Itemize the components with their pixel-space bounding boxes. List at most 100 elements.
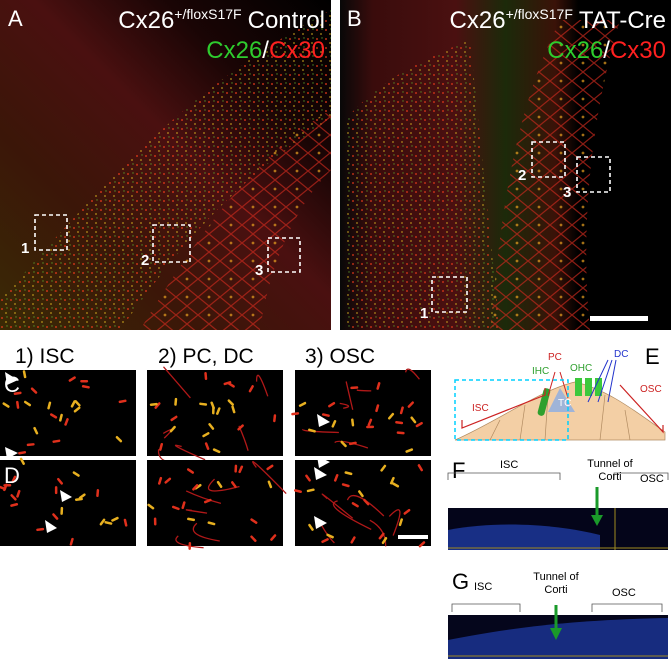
panel-label: A bbox=[8, 6, 23, 31]
plaque bbox=[181, 501, 186, 510]
row-label: D bbox=[4, 463, 20, 488]
plaque bbox=[344, 471, 353, 476]
region-box bbox=[34, 214, 68, 251]
plaque bbox=[69, 537, 74, 546]
plaque bbox=[341, 483, 350, 488]
tissue bbox=[345, 40, 500, 330]
plaque bbox=[10, 494, 17, 501]
plaque bbox=[3, 484, 12, 487]
tissue bbox=[490, 20, 620, 330]
label: ISC bbox=[472, 403, 489, 414]
plaque bbox=[11, 475, 17, 484]
plaque bbox=[366, 425, 375, 429]
label: IHC bbox=[532, 366, 549, 377]
plaque bbox=[248, 385, 254, 393]
plaque bbox=[153, 517, 157, 526]
plaque bbox=[350, 386, 359, 390]
label: TC bbox=[558, 398, 571, 409]
plaque bbox=[405, 448, 414, 453]
cell-outline bbox=[339, 402, 350, 409]
label: OSC bbox=[612, 587, 636, 599]
plaque bbox=[351, 502, 359, 508]
plaque bbox=[391, 482, 400, 488]
micrograph bbox=[0, 370, 136, 456]
plaque bbox=[60, 506, 64, 515]
plaque bbox=[389, 476, 395, 485]
plaque bbox=[171, 505, 180, 511]
label: OSC bbox=[640, 384, 662, 395]
label: ISC bbox=[500, 459, 518, 471]
panel-f: F ISC Tunnel of Corti OSC bbox=[447, 458, 669, 550]
label: Tunnel of Corti bbox=[533, 571, 579, 596]
plaque bbox=[169, 425, 176, 433]
plaque bbox=[18, 451, 27, 455]
plaque bbox=[33, 426, 39, 435]
cell-outline bbox=[163, 366, 191, 399]
column-header: 1) ISC bbox=[15, 345, 75, 368]
plaque bbox=[10, 502, 19, 507]
plaque bbox=[104, 521, 113, 525]
plaque bbox=[159, 442, 164, 451]
plaque bbox=[64, 418, 69, 426]
superscript: +/floxS17F bbox=[174, 6, 241, 22]
region-box bbox=[431, 276, 468, 313]
panel-title: Cx26+/floxS17F TAT-Cre bbox=[450, 6, 666, 34]
cell-outline bbox=[175, 444, 206, 461]
plaque bbox=[56, 477, 64, 485]
plaque bbox=[52, 513, 59, 520]
plaque bbox=[204, 372, 208, 381]
plaque bbox=[30, 387, 38, 394]
column-header: 2) PC, DC bbox=[158, 345, 254, 368]
plaque bbox=[202, 432, 210, 438]
cell-outline bbox=[345, 381, 354, 410]
panel-a: A Cx26+/floxS17F Control Cx26/Cx30 1 2 3 bbox=[0, 0, 331, 330]
tunnel bbox=[548, 388, 575, 412]
region-box bbox=[267, 237, 301, 273]
plaque bbox=[154, 402, 161, 409]
plaque bbox=[291, 412, 300, 416]
cell-outline bbox=[185, 509, 208, 514]
panel-title: Cx26+/floxS17F Control bbox=[118, 6, 325, 34]
panel-label: G bbox=[452, 569, 469, 594]
plaque bbox=[170, 415, 178, 422]
plaque bbox=[72, 471, 80, 477]
plaque bbox=[115, 435, 123, 443]
stain-legend: Cx26/Cx30 bbox=[206, 37, 325, 64]
plaque bbox=[415, 421, 423, 428]
stain: Cx30 bbox=[269, 37, 325, 64]
plaque bbox=[47, 401, 52, 410]
plaque bbox=[418, 541, 426, 548]
plaque bbox=[36, 527, 45, 532]
tissue bbox=[140, 110, 331, 330]
plaque bbox=[238, 465, 244, 474]
plaque bbox=[298, 401, 307, 407]
panel-label: B bbox=[347, 6, 362, 31]
cell-outline bbox=[334, 440, 369, 449]
plaque bbox=[267, 480, 273, 489]
plaque bbox=[23, 400, 32, 407]
plaque bbox=[147, 503, 155, 510]
plaque bbox=[294, 489, 302, 494]
plaque bbox=[164, 477, 172, 484]
plaque bbox=[266, 464, 274, 471]
plaque bbox=[96, 489, 100, 498]
cell-outline bbox=[192, 522, 220, 542]
label-line: Tunnel of bbox=[533, 571, 579, 583]
label: OSC bbox=[640, 473, 664, 485]
stain-legend: Cx26/Cx30 bbox=[547, 37, 666, 64]
plaque bbox=[210, 401, 215, 410]
region-label: 3 bbox=[563, 184, 571, 201]
plaque bbox=[328, 401, 336, 408]
plaque bbox=[68, 376, 76, 382]
label-line: Corti bbox=[598, 471, 621, 483]
plaque bbox=[81, 385, 90, 389]
plaque bbox=[395, 421, 404, 425]
plaque bbox=[375, 404, 380, 413]
cell-outline bbox=[252, 461, 287, 495]
plaque bbox=[216, 407, 221, 415]
plaque bbox=[187, 517, 195, 522]
label: DC bbox=[614, 349, 628, 360]
region-label: 1 bbox=[420, 305, 428, 322]
plaque bbox=[157, 476, 163, 485]
plaque bbox=[73, 406, 81, 413]
